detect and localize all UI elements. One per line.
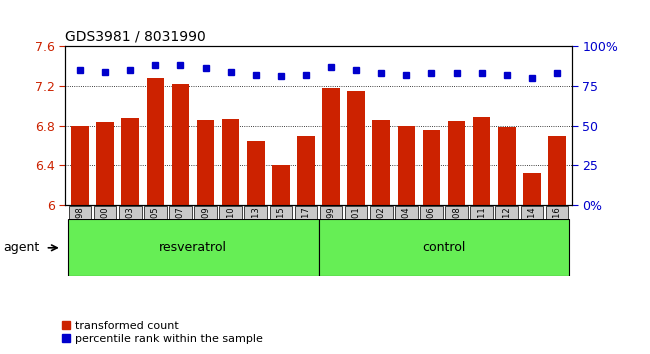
Bar <box>347 91 365 205</box>
Text: GSM801207: GSM801207 <box>176 206 185 257</box>
Text: GSM801208: GSM801208 <box>452 206 461 257</box>
Text: GSM801205: GSM801205 <box>151 206 160 257</box>
FancyBboxPatch shape <box>270 206 292 219</box>
Bar <box>322 88 340 205</box>
Text: GSM801204: GSM801204 <box>402 206 411 257</box>
Text: GSM801198: GSM801198 <box>75 206 84 257</box>
Bar <box>498 127 515 205</box>
FancyBboxPatch shape <box>420 206 443 219</box>
FancyBboxPatch shape <box>194 206 217 219</box>
FancyBboxPatch shape <box>445 206 468 219</box>
Bar <box>272 165 290 205</box>
Text: GSM801200: GSM801200 <box>101 206 110 257</box>
FancyBboxPatch shape <box>244 206 267 219</box>
FancyBboxPatch shape <box>94 206 116 219</box>
Text: GSM801199: GSM801199 <box>326 206 335 257</box>
Text: resveratrol: resveratrol <box>159 241 227 254</box>
FancyBboxPatch shape <box>69 206 92 219</box>
FancyBboxPatch shape <box>144 206 166 219</box>
Text: GSM801203: GSM801203 <box>125 206 135 257</box>
Bar <box>146 78 164 205</box>
FancyBboxPatch shape <box>395 206 418 219</box>
Bar <box>372 120 390 205</box>
Bar <box>122 118 139 205</box>
Bar <box>222 119 239 205</box>
Bar <box>422 130 440 205</box>
Text: GSM801201: GSM801201 <box>352 206 361 257</box>
Bar <box>197 120 214 205</box>
Text: GDS3981 / 8031990: GDS3981 / 8031990 <box>65 29 206 44</box>
Text: GSM801217: GSM801217 <box>302 206 311 257</box>
Text: GSM801209: GSM801209 <box>201 206 210 257</box>
FancyBboxPatch shape <box>345 206 367 219</box>
Legend: transformed count, percentile rank within the sample: transformed count, percentile rank withi… <box>58 316 268 348</box>
Text: GSM801202: GSM801202 <box>377 206 385 257</box>
Text: GSM801213: GSM801213 <box>252 206 260 257</box>
FancyBboxPatch shape <box>219 206 242 219</box>
FancyBboxPatch shape <box>370 206 393 219</box>
FancyBboxPatch shape <box>495 206 518 219</box>
FancyBboxPatch shape <box>119 206 142 219</box>
Bar <box>398 126 415 205</box>
Text: control: control <box>422 241 465 254</box>
Bar <box>172 84 189 205</box>
FancyBboxPatch shape <box>521 206 543 219</box>
Text: GSM801215: GSM801215 <box>276 206 285 257</box>
Text: GSM801206: GSM801206 <box>427 206 436 257</box>
Text: GSM801216: GSM801216 <box>552 206 562 257</box>
Bar <box>523 173 541 205</box>
Text: GSM801214: GSM801214 <box>527 206 536 257</box>
Bar <box>448 121 465 205</box>
Text: GSM801211: GSM801211 <box>477 206 486 257</box>
FancyBboxPatch shape <box>318 219 569 276</box>
FancyBboxPatch shape <box>545 206 568 219</box>
FancyBboxPatch shape <box>294 206 317 219</box>
Bar <box>96 122 114 205</box>
FancyBboxPatch shape <box>68 219 318 276</box>
FancyBboxPatch shape <box>320 206 343 219</box>
Text: GSM801212: GSM801212 <box>502 206 512 257</box>
Text: agent: agent <box>3 241 40 254</box>
Bar <box>548 136 566 205</box>
FancyBboxPatch shape <box>471 206 493 219</box>
Bar <box>473 117 491 205</box>
Bar <box>72 126 89 205</box>
Bar <box>297 136 315 205</box>
Bar <box>247 141 265 205</box>
Text: GSM801210: GSM801210 <box>226 206 235 257</box>
FancyBboxPatch shape <box>169 206 192 219</box>
